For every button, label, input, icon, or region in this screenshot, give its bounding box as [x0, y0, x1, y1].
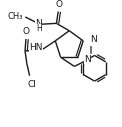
Text: Cl: Cl: [27, 80, 36, 89]
Text: HN: HN: [29, 43, 42, 52]
Text: O: O: [22, 27, 29, 36]
Text: N: N: [84, 55, 91, 64]
Text: CH₃: CH₃: [8, 12, 23, 21]
Text: N: N: [35, 19, 42, 28]
Text: N: N: [90, 35, 96, 44]
Text: O: O: [56, 0, 63, 9]
Text: H: H: [36, 24, 42, 33]
Text: ∥: ∥: [89, 45, 93, 54]
